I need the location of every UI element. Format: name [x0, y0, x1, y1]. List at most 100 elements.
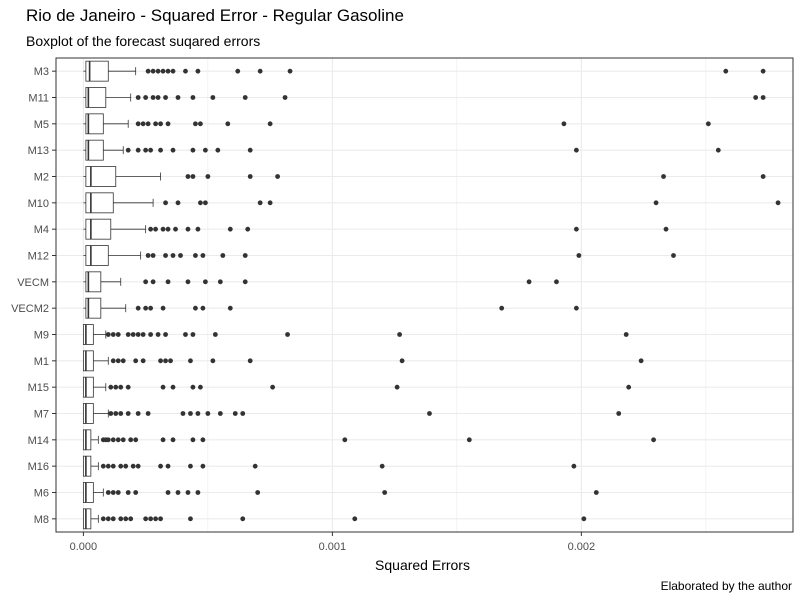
- outlier-point: [135, 147, 141, 153]
- outlier-point: [160, 68, 166, 74]
- outlier-point: [170, 253, 176, 258]
- outlier-point: [247, 174, 253, 179]
- outlier-point: [651, 437, 656, 443]
- outlier-point: [150, 68, 156, 74]
- outlier-point: [148, 305, 154, 311]
- outlier-point: [128, 516, 134, 522]
- box-body: [85, 297, 102, 319]
- outlier-point: [202, 279, 208, 285]
- box-body: [85, 113, 104, 135]
- box-body: [82, 350, 94, 372]
- outlier-point: [140, 358, 146, 364]
- outlier-point: [573, 305, 579, 311]
- outlier-point: [663, 226, 669, 232]
- y-tick-label: M13: [28, 145, 49, 157]
- outlier-point: [145, 68, 151, 74]
- y-tick-label: M1: [34, 356, 49, 368]
- outlier-point: [163, 95, 168, 100]
- outlier-point: [185, 490, 191, 495]
- outlier-point: [110, 490, 116, 495]
- outlier-point: [705, 121, 711, 127]
- outlier-point: [125, 411, 131, 416]
- outlier-point: [232, 411, 238, 416]
- outlier-point: [195, 226, 201, 232]
- y-tick-label: M3: [34, 66, 49, 78]
- outlier-point: [183, 332, 188, 337]
- outlier-point: [135, 95, 141, 100]
- y-tick-label: M11: [28, 93, 49, 105]
- boxes: [82, 60, 781, 530]
- y-tick-label: M2: [34, 172, 49, 184]
- outlier-point: [267, 200, 273, 206]
- outlier-point: [113, 384, 119, 390]
- outlier-point: [118, 463, 124, 469]
- box-m12: [83, 245, 676, 266]
- outlier-point: [200, 253, 206, 258]
- outlier-point: [165, 226, 171, 232]
- outlier-point: [110, 332, 116, 337]
- outlier-point: [760, 174, 766, 179]
- box-m11: [83, 87, 766, 108]
- box-body: [82, 455, 92, 477]
- box-m8: [82, 508, 587, 530]
- outlier-point: [217, 411, 223, 416]
- outlier-point: [145, 253, 151, 258]
- outlier-point: [115, 437, 121, 443]
- box-body: [85, 245, 109, 266]
- outlier-point: [188, 411, 193, 416]
- outlier-point: [118, 411, 124, 416]
- box-m1: [82, 350, 644, 372]
- outlier-point: [573, 226, 579, 232]
- outlier-point: [195, 411, 201, 416]
- outlier-point: [100, 463, 106, 469]
- outlier-point: [150, 253, 156, 258]
- outlier-point: [242, 279, 248, 285]
- outlier-point: [282, 95, 288, 100]
- box-m5: [83, 113, 711, 135]
- outlier-point: [193, 121, 198, 127]
- outlier-point: [190, 437, 196, 443]
- outlier-point: [160, 305, 166, 311]
- outlier-point: [170, 384, 176, 390]
- box-m14: [82, 429, 656, 451]
- outlier-point: [397, 332, 403, 337]
- outlier-point: [200, 437, 206, 443]
- y-tick-label: M10: [28, 198, 49, 210]
- y-tick-label: M9: [34, 330, 49, 342]
- outlier-point: [150, 95, 156, 100]
- x-tick-label: 0.001: [319, 541, 347, 553]
- box-m2: [83, 166, 766, 187]
- outlier-point: [267, 121, 273, 127]
- outlier-point: [193, 253, 198, 258]
- outlier-point: [200, 305, 206, 311]
- box-m7: [82, 403, 622, 424]
- outlier-point: [120, 358, 126, 364]
- outlier-point: [499, 305, 505, 311]
- outlier-point: [118, 516, 124, 522]
- box-m4: [83, 218, 669, 240]
- outlier-point: [188, 358, 193, 364]
- outlier-point: [153, 226, 158, 232]
- outlier-point: [190, 384, 196, 390]
- outlier-point: [185, 279, 191, 285]
- outlier-point: [178, 253, 183, 258]
- outlier-point: [148, 147, 154, 153]
- outlier-point: [671, 253, 676, 258]
- outlier-point: [245, 226, 251, 232]
- outlier-point: [135, 121, 141, 127]
- outlier-point: [175, 490, 181, 495]
- outlier-point: [105, 332, 111, 337]
- outlier-point: [247, 147, 253, 153]
- outlier-point: [235, 68, 241, 74]
- x-axis-ticks: 0.000 0.001 0.002: [70, 532, 595, 553]
- outlier-point: [105, 463, 111, 469]
- outlier-point: [616, 411, 622, 416]
- outlier-point: [143, 279, 149, 285]
- outlier-point: [165, 68, 171, 74]
- box-body: [85, 271, 102, 293]
- outlier-point: [130, 463, 136, 469]
- box-m13: [83, 139, 721, 161]
- outlier-point: [173, 226, 178, 232]
- outlier-point: [242, 95, 248, 100]
- outlier-point: [247, 358, 253, 364]
